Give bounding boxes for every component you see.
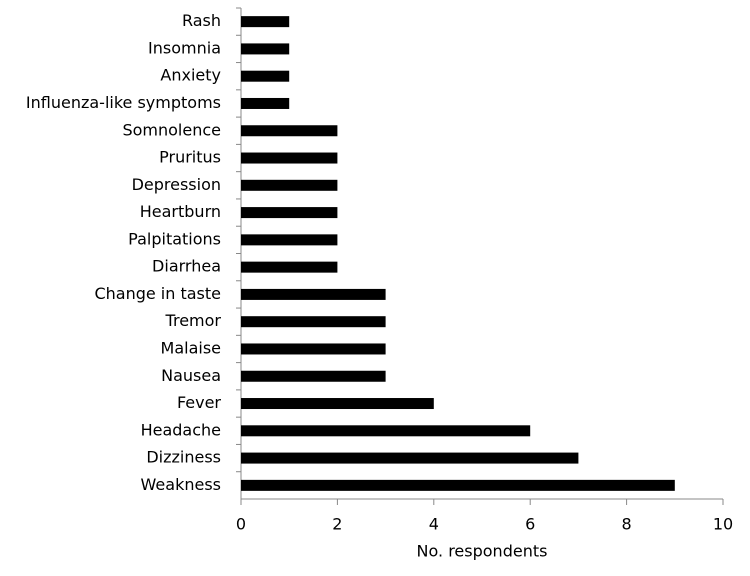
bar <box>241 152 338 164</box>
y-tick-label: Anxiety <box>160 66 221 85</box>
y-tick-label: Fever <box>177 393 221 412</box>
bar <box>241 288 386 300</box>
x-tick-label: 2 <box>332 515 342 534</box>
y-tick-label: Depression <box>132 175 221 194</box>
y-tick-label: Change in taste <box>94 284 221 303</box>
y-tick-label: Pruritus <box>159 148 221 167</box>
bar <box>241 425 531 437</box>
y-tick-label: Insomnia <box>148 38 221 57</box>
y-tick-label: Headache <box>141 420 221 439</box>
bar <box>241 343 386 355</box>
y-tick-label: Heartburn <box>140 202 221 221</box>
x-tick-label: 0 <box>236 515 246 534</box>
bar <box>241 261 338 273</box>
y-tick-label: Tremor <box>165 311 222 330</box>
bar <box>241 179 338 191</box>
bar <box>241 70 290 82</box>
bar <box>241 316 386 328</box>
x-tick-label: 4 <box>429 515 439 534</box>
y-tick-label: Nausea <box>161 366 221 385</box>
y-tick-label: Rash <box>182 11 221 30</box>
x-tick-label: 6 <box>525 515 535 534</box>
x-tick-label: 10 <box>713 515 733 534</box>
bar <box>241 398 434 410</box>
bar <box>241 207 338 219</box>
bar <box>241 234 338 246</box>
y-tick-label: Influenza-like symptoms <box>26 93 221 112</box>
bar <box>241 452 579 464</box>
bar <box>241 370 386 382</box>
bar <box>241 125 338 137</box>
bar <box>241 479 675 491</box>
bar <box>241 97 290 109</box>
y-tick-label: Diarrhea <box>152 257 221 276</box>
y-tick-label: Malaise <box>161 338 221 357</box>
y-tick-label: Somnolence <box>122 120 221 139</box>
bar <box>241 43 290 55</box>
y-tick-label: Palpitations <box>128 229 221 248</box>
y-tick-label: Weakness <box>141 475 221 494</box>
x-tick-label: 8 <box>622 515 632 534</box>
x-axis-title: No. respondents <box>417 542 548 561</box>
bar <box>241 16 290 28</box>
y-tick-label: Dizziness <box>146 448 221 467</box>
